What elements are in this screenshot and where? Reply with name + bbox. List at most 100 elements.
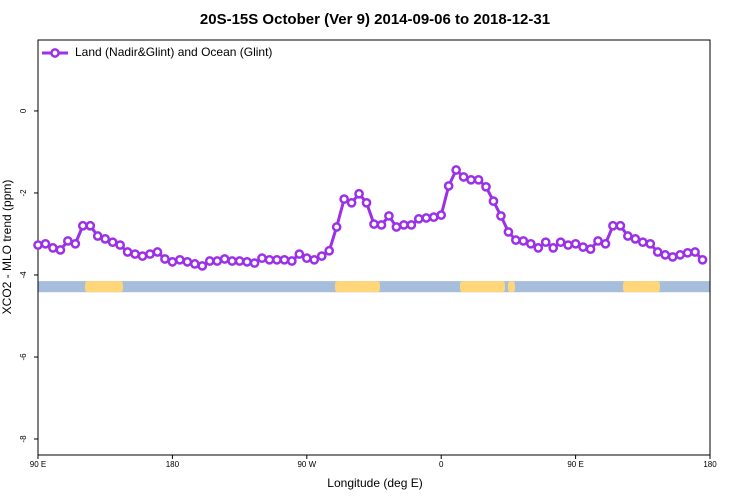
data-point xyxy=(548,243,559,253)
data-point xyxy=(503,227,514,237)
data-point xyxy=(331,222,342,232)
data-point xyxy=(48,243,58,253)
data-point xyxy=(55,245,66,255)
data-point xyxy=(175,254,185,265)
land-segment xyxy=(335,281,380,293)
data-point xyxy=(152,247,163,257)
data-point xyxy=(212,256,223,266)
data-point xyxy=(391,222,402,232)
data-point xyxy=(511,235,521,245)
y-tick-label: -4 xyxy=(19,271,28,279)
data-point xyxy=(600,238,611,249)
data-point xyxy=(354,188,364,199)
data-point xyxy=(413,213,424,224)
data-point xyxy=(369,219,379,229)
data-point xyxy=(496,211,506,221)
data-point xyxy=(481,181,491,192)
data-point xyxy=(85,220,96,231)
chart-title: 20S-15S October (Ver 9) 2014-09-06 to 20… xyxy=(200,11,550,28)
data-point xyxy=(249,258,260,268)
data-point xyxy=(137,251,148,261)
data-point xyxy=(234,256,245,266)
data-point xyxy=(675,250,685,260)
data-point xyxy=(182,257,193,267)
data-point xyxy=(122,247,133,257)
data-point xyxy=(421,213,432,223)
data-point xyxy=(197,261,208,271)
data-point xyxy=(339,194,349,204)
data-point xyxy=(443,181,454,191)
data-point xyxy=(563,240,573,250)
legend-marker xyxy=(50,48,60,58)
y-axis-label: XCO2 - MLO trend (ppm) xyxy=(0,180,14,315)
y-tick-label: -8 xyxy=(19,435,28,443)
data-point xyxy=(264,254,275,265)
data-point xyxy=(682,247,693,258)
x-tick-label: 90 E xyxy=(30,460,46,469)
data-point xyxy=(63,236,73,246)
data-point xyxy=(466,174,476,185)
data-point xyxy=(257,253,267,264)
data-point xyxy=(623,231,633,241)
data-point xyxy=(615,220,626,231)
data-point xyxy=(294,249,305,259)
legend-label: Land (Nadir&Glint) and Ocean (Glint) xyxy=(75,45,272,59)
y-tick-label: -6 xyxy=(19,353,28,361)
data-point xyxy=(272,254,282,265)
data-point xyxy=(130,249,140,259)
data-point xyxy=(667,252,678,262)
x-tick-label: 0 xyxy=(439,460,444,469)
data-point xyxy=(287,256,297,266)
data-point xyxy=(219,254,230,264)
data-point xyxy=(585,244,596,254)
data-point xyxy=(376,220,387,230)
land-segment xyxy=(85,281,123,293)
data-point xyxy=(361,197,372,208)
data-point xyxy=(540,237,551,248)
data-point xyxy=(518,236,529,246)
data-point xyxy=(92,231,103,241)
data-point xyxy=(690,247,700,257)
data-point xyxy=(637,237,648,248)
data-point xyxy=(399,220,409,230)
data-point xyxy=(608,220,618,231)
data-point xyxy=(660,250,671,260)
data-point xyxy=(384,211,394,221)
data-point xyxy=(279,254,290,265)
data-point xyxy=(473,174,484,185)
land-segment xyxy=(622,281,660,293)
data-point xyxy=(167,257,178,267)
land-segment xyxy=(507,281,515,293)
data-point xyxy=(533,243,544,253)
x-tick-label: 90 W xyxy=(297,460,316,469)
data-point xyxy=(77,220,88,231)
data-point xyxy=(227,256,237,266)
data-point xyxy=(160,254,170,264)
data-point xyxy=(697,254,708,265)
data-point xyxy=(242,257,252,267)
data-point xyxy=(316,251,327,261)
data-point xyxy=(451,165,461,175)
data-point xyxy=(33,240,43,250)
x-tick-label: 180 xyxy=(166,460,180,469)
data-point xyxy=(578,242,588,252)
y-tick-label: 0 xyxy=(19,108,28,113)
plot-frame xyxy=(37,39,711,456)
data-point xyxy=(630,234,641,244)
data-point xyxy=(301,253,312,264)
data-point xyxy=(115,240,125,250)
data-point xyxy=(436,210,447,220)
data-point xyxy=(70,238,81,249)
x-tick-label: 90 E xyxy=(567,460,583,469)
data-point xyxy=(525,238,536,249)
data-point xyxy=(107,237,118,248)
data-point xyxy=(652,247,663,257)
x-tick-label: 180 xyxy=(703,460,717,469)
data-point xyxy=(406,220,417,230)
data-point xyxy=(458,172,469,182)
data-point xyxy=(324,245,335,256)
data-point xyxy=(145,249,155,259)
data-point xyxy=(204,256,215,266)
data-point xyxy=(488,196,499,207)
